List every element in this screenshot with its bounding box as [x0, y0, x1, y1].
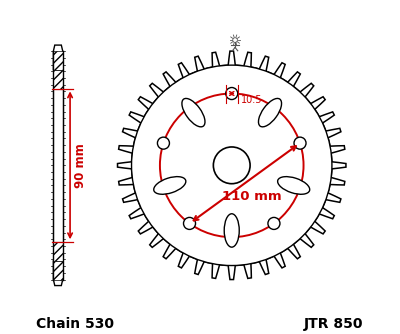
Polygon shape [118, 51, 346, 280]
Text: Chain 530: Chain 530 [36, 317, 114, 331]
Circle shape [226, 88, 238, 100]
Ellipse shape [182, 99, 205, 127]
Polygon shape [53, 70, 63, 89]
Text: 90 mm: 90 mm [74, 143, 87, 188]
Polygon shape [53, 261, 63, 286]
Polygon shape [53, 242, 63, 261]
Circle shape [294, 137, 306, 149]
Circle shape [158, 137, 170, 149]
Polygon shape [53, 51, 63, 70]
Ellipse shape [224, 214, 239, 247]
Circle shape [213, 147, 250, 184]
Circle shape [184, 217, 196, 229]
Ellipse shape [258, 99, 282, 127]
Text: 110 mm: 110 mm [222, 190, 281, 203]
Circle shape [132, 65, 332, 266]
Text: JTR 850: JTR 850 [304, 317, 364, 331]
Circle shape [268, 217, 280, 229]
Text: 10.5: 10.5 [241, 95, 262, 105]
Ellipse shape [278, 177, 310, 194]
Polygon shape [53, 45, 63, 70]
Polygon shape [53, 261, 63, 280]
Circle shape [233, 38, 238, 42]
Ellipse shape [154, 177, 186, 194]
Polygon shape [53, 89, 63, 242]
